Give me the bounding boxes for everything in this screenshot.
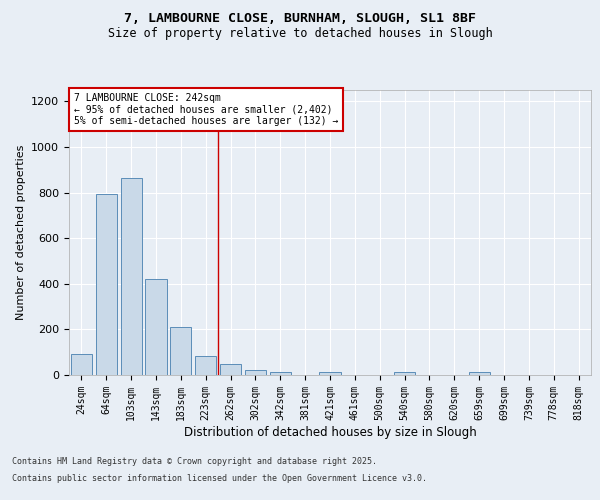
Bar: [220, 364, 241, 375]
Bar: [245, 370, 266, 375]
Text: Contains HM Land Registry data © Crown copyright and database right 2025.: Contains HM Land Registry data © Crown c…: [12, 458, 377, 466]
Bar: [394, 372, 415, 375]
Bar: [469, 372, 490, 375]
Text: Contains public sector information licensed under the Open Government Licence v3: Contains public sector information licen…: [12, 474, 427, 483]
Bar: [195, 356, 216, 375]
Bar: [145, 279, 167, 375]
Y-axis label: Number of detached properties: Number of detached properties: [16, 145, 26, 320]
Bar: [71, 354, 92, 375]
Bar: [121, 178, 142, 375]
Bar: [96, 194, 117, 375]
Text: 7, LAMBOURNE CLOSE, BURNHAM, SLOUGH, SL1 8BF: 7, LAMBOURNE CLOSE, BURNHAM, SLOUGH, SL1…: [124, 12, 476, 26]
Bar: [319, 372, 341, 375]
Text: 7 LAMBOURNE CLOSE: 242sqm
← 95% of detached houses are smaller (2,402)
5% of sem: 7 LAMBOURNE CLOSE: 242sqm ← 95% of detac…: [74, 93, 338, 126]
X-axis label: Distribution of detached houses by size in Slough: Distribution of detached houses by size …: [184, 426, 476, 438]
Text: Size of property relative to detached houses in Slough: Size of property relative to detached ho…: [107, 28, 493, 40]
Bar: [170, 327, 191, 375]
Bar: [270, 372, 291, 375]
